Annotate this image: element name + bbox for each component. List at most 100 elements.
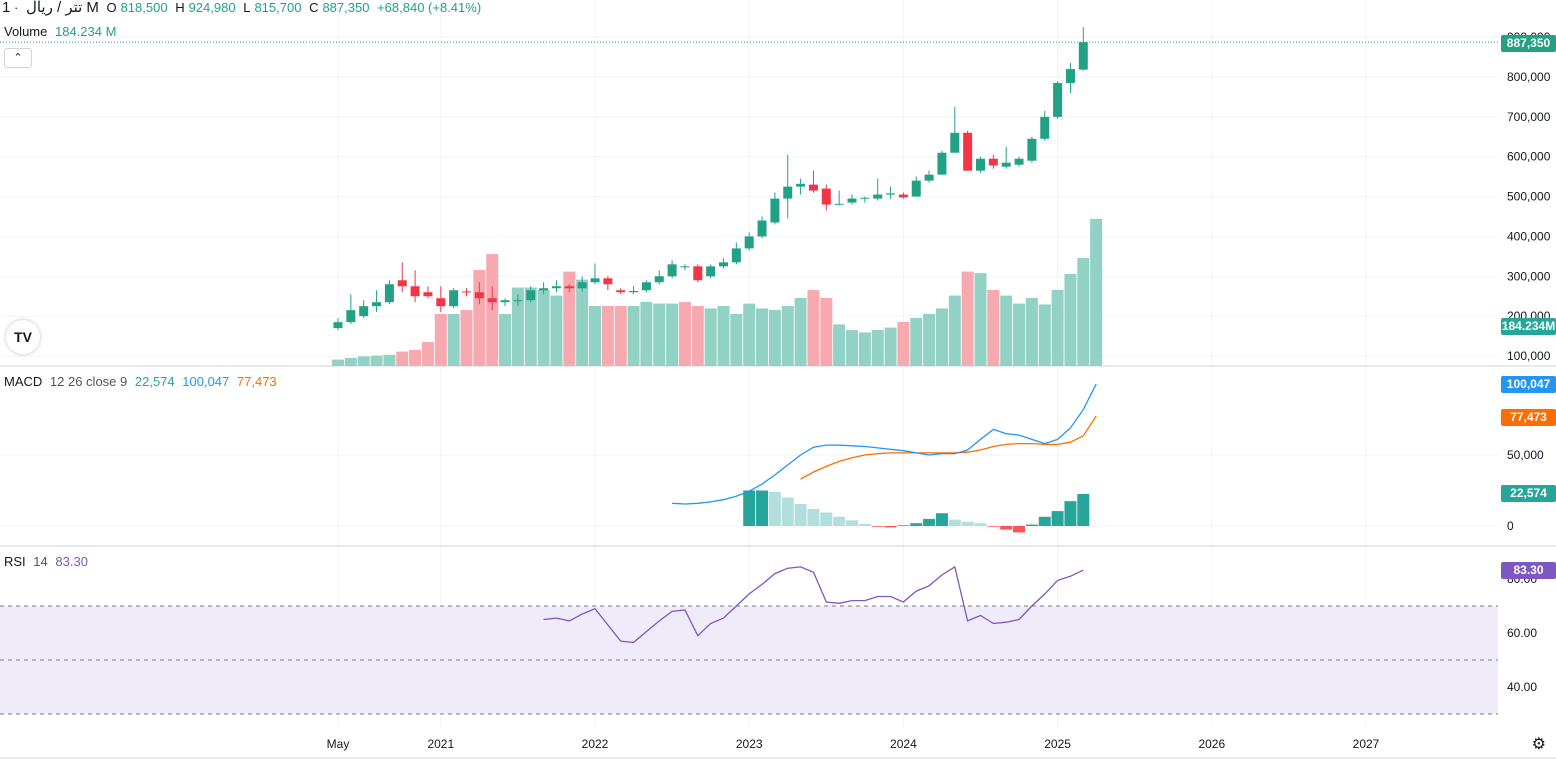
price-badge: 887,350 — [1501, 35, 1556, 52]
candle-body — [372, 302, 382, 307]
candle-body — [449, 290, 459, 307]
candle-body — [821, 188, 831, 205]
candle-body — [847, 198, 857, 203]
candle-body — [1078, 42, 1088, 70]
macd-legend-macd: 100,047 — [182, 374, 230, 389]
volume-bar — [357, 356, 370, 366]
symbol-name[interactable]: تتر / ریال — [25, 0, 83, 16]
gear-icon[interactable]: ⚙ — [1531, 736, 1546, 753]
volume-bar — [537, 290, 550, 366]
volume-bar — [640, 302, 653, 366]
interval-label[interactable]: 1M — [2, 0, 99, 16]
macd-line — [672, 383, 1097, 505]
candle-body — [346, 310, 356, 323]
macd-histogram-bar — [1064, 501, 1077, 526]
macd-histogram-bar — [974, 523, 987, 526]
volume-bar — [884, 327, 897, 366]
high-value: 924,980 — [188, 0, 236, 15]
candle-body — [487, 298, 497, 303]
rsi-line — [543, 565, 1084, 644]
volume-legend[interactable]: Volume 184.234 M — [4, 24, 120, 39]
rsi-legend-label: RSI — [4, 554, 26, 569]
candle-body — [603, 278, 613, 285]
macd-histogram-bar — [1077, 493, 1090, 526]
candle-body — [410, 286, 420, 297]
volume-bar — [614, 306, 627, 366]
macd-histogram-bar — [923, 518, 936, 526]
volume-bar — [948, 295, 961, 366]
time-tick-label: May — [327, 737, 350, 751]
macd-histogram-bar — [768, 491, 781, 526]
candle-body — [873, 194, 883, 199]
tradingview-logo-icon[interactable]: TV — [6, 320, 40, 354]
candle-body — [693, 266, 703, 281]
volume-bar — [666, 303, 679, 366]
candle-body — [911, 180, 921, 197]
price-tick-label: 500,000 — [1507, 190, 1551, 204]
candle-body — [744, 236, 754, 249]
time-tick-label: 2025 — [1044, 737, 1071, 751]
macd-legend-label: MACD — [4, 374, 43, 389]
volume-bar — [1013, 303, 1026, 366]
volume-bar — [935, 308, 948, 366]
low-value: 815,700 — [254, 0, 302, 15]
rsi-legend[interactable]: RSI 14 83.30 — [4, 554, 92, 569]
volume-bar — [756, 308, 769, 366]
collapse-legend-button[interactable]: ⌃ — [4, 48, 32, 68]
volume-bar — [550, 295, 563, 366]
volume-bar — [846, 330, 858, 366]
candle-body — [886, 193, 896, 195]
candle-body — [937, 152, 947, 175]
macd-histogram-bar — [897, 525, 910, 526]
volume-bar — [961, 271, 974, 366]
rsi-badge: 83.30 — [1501, 562, 1556, 579]
volume-bar — [871, 330, 884, 366]
volume-bar — [897, 322, 910, 366]
candle-body — [963, 132, 973, 171]
volume-bar — [460, 310, 473, 366]
macd-legend[interactable]: MACD 12 26 close 9 22,574 100,047 77,473 — [4, 374, 281, 389]
macd-histogram-bar — [807, 508, 820, 526]
time-tick-label: 2026 — [1198, 737, 1225, 751]
macd-legend-signal: 77,473 — [236, 374, 277, 389]
price-tick-label: 300,000 — [1507, 269, 1551, 283]
volume-bar — [601, 306, 614, 366]
candle-body — [976, 158, 985, 171]
macd-legend-params: 12 26 close 9 — [49, 374, 128, 389]
macd-histogram-bar — [910, 523, 923, 526]
macd-histogram-bar — [756, 490, 769, 526]
candle-body — [551, 286, 561, 289]
macd-tick-label: 50,000 — [1507, 448, 1544, 462]
volume-bar — [1064, 274, 1077, 366]
macd-histogram-bar — [743, 490, 756, 526]
macd-histogram-bar — [871, 526, 884, 527]
candle-body — [731, 248, 741, 263]
candle-body — [783, 186, 793, 199]
time-tick-label: 2024 — [890, 737, 917, 751]
candle-body — [539, 288, 549, 291]
candle-body — [680, 266, 690, 268]
time-tick-label: 2027 — [1353, 737, 1380, 751]
volume-bar — [576, 279, 589, 366]
macd-histogram-bar — [833, 516, 846, 526]
candle-body — [796, 183, 806, 187]
macd-signal-line — [800, 415, 1097, 480]
volume-bar — [691, 306, 704, 366]
volume-bar — [743, 303, 756, 366]
volume-legend-label: Volume — [4, 24, 48, 39]
macd-histogram-bar — [846, 520, 858, 526]
volume-bar — [974, 273, 987, 366]
volume-bar — [781, 306, 794, 366]
price-tick-label: 100,000 — [1507, 349, 1551, 363]
time-tick-label: 2023 — [736, 737, 763, 751]
open-value: 818,500 — [120, 0, 168, 15]
candle-body — [590, 278, 600, 283]
time-tick-label: 2021 — [427, 737, 454, 751]
candle-body — [1014, 158, 1024, 165]
volume-bar — [833, 324, 846, 366]
volume-bar — [434, 314, 447, 366]
candle-body — [333, 322, 343, 329]
rsi-tick-label: 40.00 — [1507, 680, 1537, 694]
candle-body — [462, 291, 471, 293]
